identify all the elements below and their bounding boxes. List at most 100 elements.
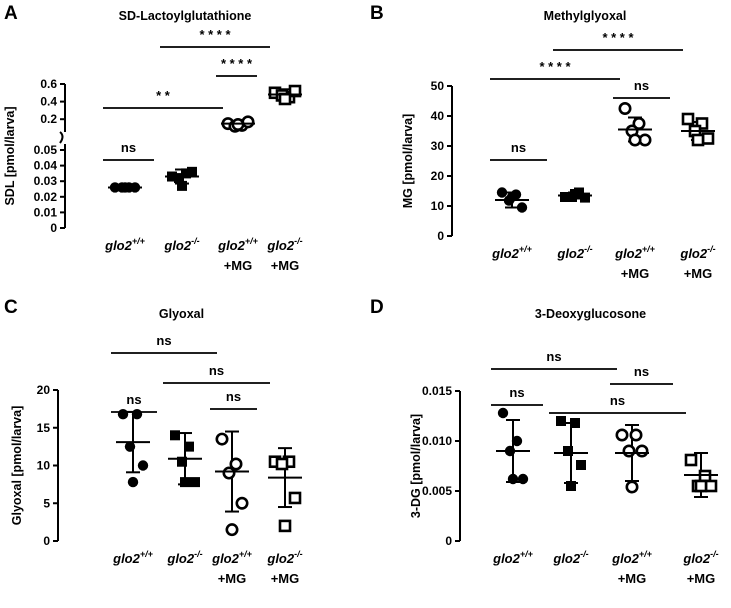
data-point xyxy=(278,519,292,533)
data-point xyxy=(628,133,642,147)
significance-label: * * * * xyxy=(602,30,634,45)
data-point xyxy=(566,481,576,491)
significance-bracket: ns xyxy=(610,364,673,385)
y-tick-label: 5 xyxy=(43,496,50,510)
data-point xyxy=(629,428,643,442)
significance-label: ns xyxy=(509,385,524,400)
data-point xyxy=(625,480,639,494)
x-tick-label: glo2-/- xyxy=(266,549,302,566)
data-point xyxy=(622,444,636,458)
y-tick-label: 0.2 xyxy=(40,112,57,126)
significance-bracket: * * * * xyxy=(216,56,257,77)
chart-panel-c: C Glyoxal 0 5 10 15 20 Glyoxal [pmol/larva] glo2… xyxy=(4,297,303,586)
significance-label: ns xyxy=(634,78,649,93)
data-point xyxy=(235,496,249,510)
significance-label: ns xyxy=(126,392,141,407)
y-tick-label: 0.04 xyxy=(34,159,58,173)
data-point xyxy=(137,460,149,471)
data-point xyxy=(694,479,708,493)
data-point xyxy=(496,187,508,198)
data-point xyxy=(563,446,573,456)
significance-bracket: ns xyxy=(549,393,686,414)
significance-bracket: ns xyxy=(613,78,670,99)
chart-title: SD-Lactoylglutathione xyxy=(119,9,252,23)
chart-title: Glyoxal xyxy=(159,307,204,321)
data-group-2 xyxy=(554,416,588,491)
data-point xyxy=(190,477,200,488)
data-point xyxy=(635,444,649,458)
x-tick-sublabel: +MG xyxy=(224,258,253,273)
y-tick-label: 0.6 xyxy=(40,77,57,91)
data-point xyxy=(229,457,243,471)
panel-letter: C xyxy=(4,297,18,318)
x-tick-label: glo2+/+ xyxy=(104,236,145,253)
data-point xyxy=(580,192,590,203)
y-tick-label: 10 xyxy=(431,199,445,213)
x-tick-label: glo2-/- xyxy=(166,549,202,566)
significance-bracket: ns xyxy=(111,333,217,354)
significance-label: ns xyxy=(546,349,561,364)
data-group-2 xyxy=(558,187,592,203)
data-group-2 xyxy=(165,166,199,191)
significance-label: ns xyxy=(511,140,526,155)
y-tick-label: 0 xyxy=(437,229,444,243)
significance-bracket: ns xyxy=(490,140,547,161)
data-group-4 xyxy=(268,447,302,533)
data-point xyxy=(215,432,229,446)
chart-panel-b: B Methylglyoxal 0 10 20 30 40 50 MG [pmol/larva]… xyxy=(370,3,716,281)
x-tick-label: glo2-/- xyxy=(682,549,718,566)
x-tick-label: glo2-/- xyxy=(556,244,592,261)
y-axis-label: Glyoxal [pmol/larva] xyxy=(10,406,24,525)
data-point xyxy=(170,430,180,441)
data-point xyxy=(117,408,129,420)
x-tick-label: glo2-/- xyxy=(679,244,715,261)
data-point xyxy=(288,84,302,98)
x-tick-label: glo2+/+ xyxy=(614,244,655,261)
data-group-4 xyxy=(681,112,715,147)
panel-letter: B xyxy=(370,3,384,24)
significance-bracket: ns xyxy=(111,392,157,413)
data-point xyxy=(560,192,570,202)
y-axis-label: SDL [pmol/larva] xyxy=(3,106,17,205)
y-tick-label: 0.03 xyxy=(34,174,58,188)
significance-bracket: * * * * xyxy=(490,59,620,80)
data-point xyxy=(222,466,236,480)
data-point xyxy=(516,202,528,213)
data-point xyxy=(615,428,629,442)
significance-label: * * * * xyxy=(221,56,253,71)
data-group-3 xyxy=(618,102,652,147)
data-point xyxy=(507,473,519,485)
data-point xyxy=(184,441,194,452)
x-tick-label: glo2-/- xyxy=(266,236,302,253)
y-tick-label: 50 xyxy=(431,79,445,93)
data-point xyxy=(556,416,566,426)
data-group-4 xyxy=(684,452,718,498)
significance-label: ns xyxy=(156,333,171,348)
panel-letter: A xyxy=(4,3,18,24)
x-tick-sublabel: +MG xyxy=(618,571,647,586)
data-point xyxy=(701,132,715,145)
panel-letter: D xyxy=(370,297,384,318)
data-point xyxy=(177,456,187,467)
data-group-4 xyxy=(268,84,302,106)
data-point xyxy=(180,477,190,488)
y-tick-label: 0.015 xyxy=(422,384,452,398)
significance-bracket: ns xyxy=(163,363,270,384)
data-point xyxy=(177,180,187,191)
x-tick-label: glo2+/+ xyxy=(491,244,532,261)
y-tick-label: 15 xyxy=(37,421,51,435)
y-tick-label: 0.01 xyxy=(34,205,58,219)
y-axis: 0 5 10 15 20 xyxy=(37,383,59,548)
significance-bracket: ns xyxy=(210,389,257,410)
y-tick-label: 0 xyxy=(43,534,50,548)
y-tick-label: 0 xyxy=(445,534,452,548)
x-tick-label: glo2+/+ xyxy=(611,549,652,566)
data-point xyxy=(681,112,695,126)
y-tick-label: 40 xyxy=(431,109,445,123)
chart-title: 3-Deoxyglucosone xyxy=(535,307,646,321)
data-point xyxy=(576,460,586,470)
chart-panel-d: D 3-Deoxyglucosone 0 0.005 0.010 0.015 3-DG [p… xyxy=(370,297,719,586)
data-point xyxy=(570,418,580,428)
data-group-3 xyxy=(615,424,649,494)
